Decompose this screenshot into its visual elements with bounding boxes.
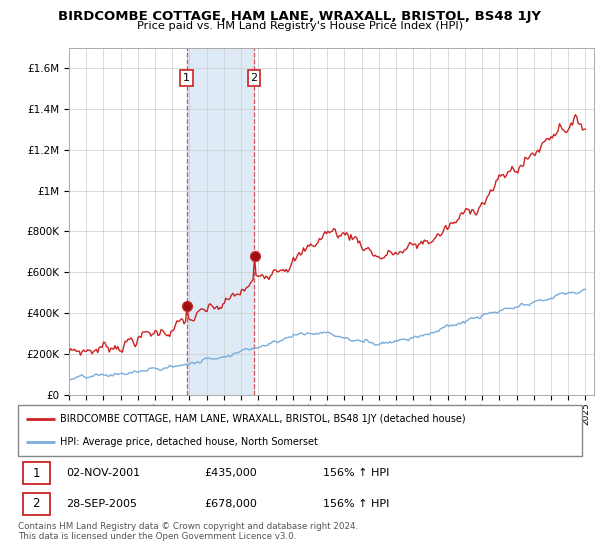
Text: Contains HM Land Registry data © Crown copyright and database right 2024.
This d: Contains HM Land Registry data © Crown c…: [18, 522, 358, 542]
Text: BIRDCOMBE COTTAGE, HAM LANE, WRAXALL, BRISTOL, BS48 1JY: BIRDCOMBE COTTAGE, HAM LANE, WRAXALL, BR…: [59, 10, 542, 23]
Text: 156% ↑ HPI: 156% ↑ HPI: [323, 499, 389, 509]
Text: 2: 2: [32, 497, 40, 510]
Text: 156% ↑ HPI: 156% ↑ HPI: [323, 468, 389, 478]
Bar: [187, 48, 254, 395]
Text: HPI: Average price, detached house, North Somerset: HPI: Average price, detached house, Nort…: [60, 437, 318, 447]
Text: £435,000: £435,000: [204, 468, 257, 478]
Text: 1: 1: [183, 73, 190, 83]
Text: £678,000: £678,000: [204, 499, 257, 509]
Text: 2: 2: [250, 73, 257, 83]
Text: Price paid vs. HM Land Registry's House Price Index (HPI): Price paid vs. HM Land Registry's House …: [137, 21, 463, 31]
Bar: [23, 462, 50, 484]
Text: BIRDCOMBE COTTAGE, HAM LANE, WRAXALL, BRISTOL, BS48 1JY (detached house): BIRDCOMBE COTTAGE, HAM LANE, WRAXALL, BR…: [60, 414, 466, 424]
Text: 1: 1: [32, 467, 40, 480]
Text: 28-SEP-2005: 28-SEP-2005: [66, 499, 137, 509]
Bar: [23, 493, 50, 515]
Text: 02-NOV-2001: 02-NOV-2001: [66, 468, 140, 478]
